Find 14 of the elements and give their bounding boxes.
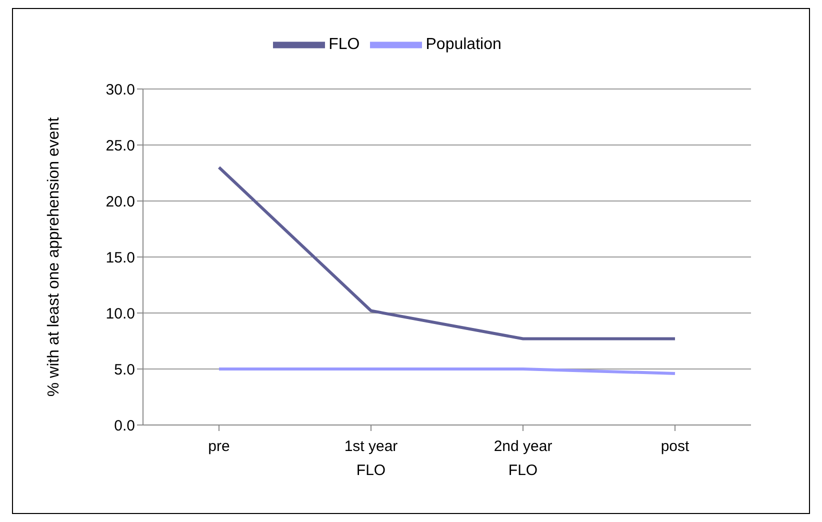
y-axis-title: % with at least one apprehension event	[46, 116, 63, 397]
y-tick-label: 25.0	[106, 137, 135, 154]
legend-label: FLO	[328, 36, 360, 54]
y-tick-label: 10.0	[106, 305, 135, 322]
y-tick-label: 20.0	[106, 193, 135, 210]
x-tick-label: 1st year FLO	[344, 438, 398, 479]
x-tick-label: post	[660, 438, 690, 455]
y-tick-label: 0.0	[114, 417, 135, 434]
legend-label: Population	[426, 36, 502, 54]
y-tick-label: 15.0	[106, 249, 135, 266]
y-tick-label: 5.0	[114, 361, 135, 378]
x-tick-label: 2nd year FLO	[494, 438, 552, 479]
y-tick-label: 30.0	[106, 81, 135, 98]
x-tick-label: pre	[208, 438, 230, 455]
